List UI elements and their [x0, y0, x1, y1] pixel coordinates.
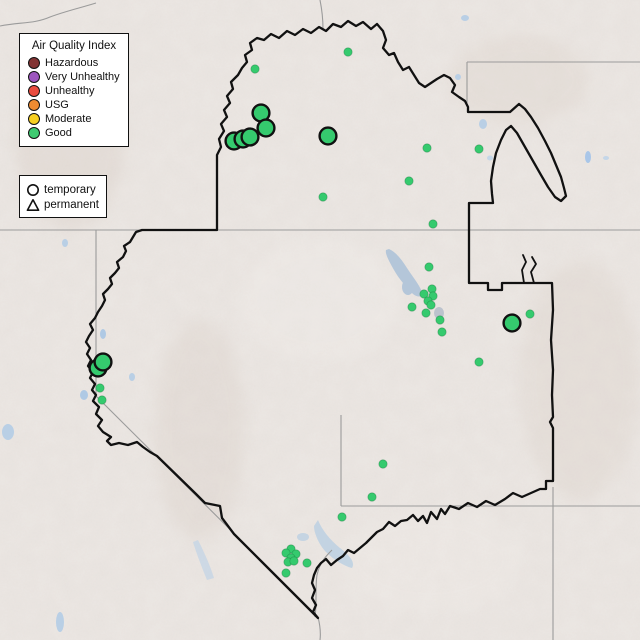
usg-swatch-icon [28, 99, 40, 111]
monitor-marker-small[interactable] [343, 47, 353, 57]
monitor-marker-large[interactable] [240, 127, 260, 147]
aqi-legend: Air Quality Index Hazardous Very Unhealt… [19, 33, 129, 147]
lake-tahoe [80, 390, 88, 400]
monitor-marker-small[interactable] [95, 383, 105, 393]
legend-item-usg: USG [28, 98, 122, 112]
monitor-marker-small[interactable] [302, 558, 312, 568]
aqi-markers-small [95, 47, 535, 578]
legend-label: Hazardous [45, 57, 99, 69]
monitor-marker-small[interactable] [407, 302, 417, 312]
great-basin-boundary [84, 19, 568, 620]
legend-label: Good [45, 127, 72, 139]
monitor-marker-small[interactable] [281, 568, 291, 578]
shape-item-permanent: permanent [26, 197, 100, 212]
legend-label: Moderate [45, 113, 92, 125]
monitor-marker-small[interactable] [424, 262, 434, 272]
monitor-marker-small[interactable] [421, 308, 431, 318]
very-unhealthy-swatch-icon [28, 71, 40, 83]
legend-item-good: Good [28, 126, 122, 140]
monitor-marker-small[interactable] [289, 556, 299, 566]
shape-item-temporary: temporary [26, 182, 100, 197]
monitor-marker-small[interactable] [250, 64, 260, 74]
monitor-marker-small[interactable] [437, 327, 447, 337]
good-swatch-icon [28, 127, 40, 139]
monitor-marker-small[interactable] [422, 143, 432, 153]
legend-item-hazardous: Hazardous [28, 56, 122, 70]
aqi-legend-title: Air Quality Index [31, 40, 117, 52]
circle-icon [27, 183, 39, 196]
legend-item-unhealthy: Unhealthy [28, 84, 122, 98]
monitor-marker-small[interactable] [474, 144, 484, 154]
shape-label: permanent [44, 198, 99, 211]
monitor-marker-large[interactable] [318, 126, 338, 146]
monitor-marker-small[interactable] [367, 492, 377, 502]
monitor-marker-small[interactable] [318, 192, 328, 202]
monitor-marker-small[interactable] [426, 300, 436, 310]
monitor-marker-large[interactable] [502, 313, 522, 333]
moderate-swatch-icon [28, 113, 40, 125]
utah-lake [434, 307, 444, 319]
unhealthy-swatch-icon [28, 85, 40, 97]
monitor-marker-small[interactable] [404, 176, 414, 186]
legend-label: Very Unhealthy [45, 71, 120, 83]
legend-label: USG [45, 99, 69, 111]
monitor-marker-small[interactable] [378, 459, 388, 469]
monitor-marker-small[interactable] [435, 315, 445, 325]
monitor-marker-small[interactable] [97, 395, 107, 405]
monitor-marker-small[interactable] [525, 309, 535, 319]
shape-label: temporary [44, 183, 96, 196]
monitor-marker-small[interactable] [474, 357, 484, 367]
bear-lake [585, 151, 591, 163]
legend-item-moderate: Moderate [28, 112, 122, 126]
monitor-marker-small[interactable] [428, 219, 438, 229]
hazardous-swatch-icon [28, 57, 40, 69]
monitor-marker-large[interactable] [256, 118, 276, 138]
triangle-icon [26, 198, 40, 211]
marker-shape-legend: temporary permanent [19, 175, 107, 218]
legend-label: Unhealthy [45, 85, 95, 97]
aqi-markers-large [88, 103, 522, 378]
monitor-marker-small[interactable] [419, 289, 429, 299]
monitor-marker-large[interactable] [93, 352, 113, 372]
monitor-marker-small[interactable] [337, 512, 347, 522]
legend-item-very-unhealthy: Very Unhealthy [28, 70, 122, 84]
